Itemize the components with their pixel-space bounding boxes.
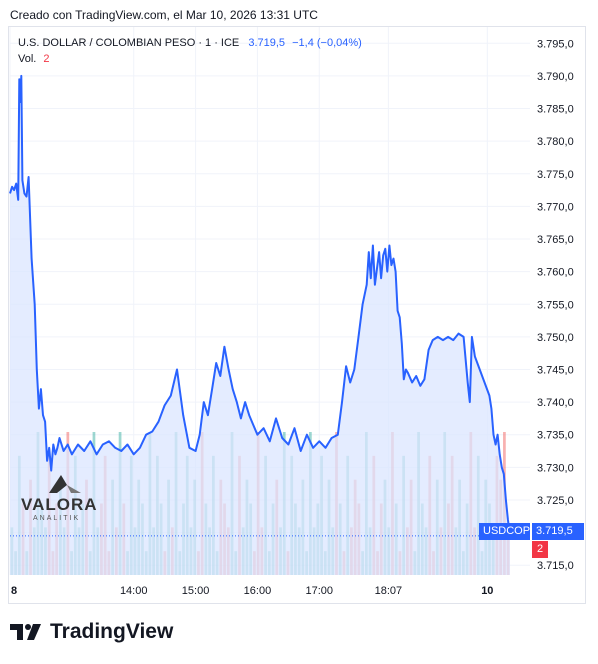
symbol-title[interactable]: U.S. DOLLAR / COLOMBIAN PESO · 1 · ICE [18, 37, 240, 49]
watermark-sub: ANALITIK [33, 515, 81, 522]
tradingview-logo-icon [10, 624, 41, 640]
price-change: −1,4 (−0,04%) [292, 37, 362, 49]
volume-label[interactable]: Vol. [18, 53, 37, 65]
x-tick-label: 10 [481, 585, 493, 597]
chart-frame [8, 26, 586, 604]
y-tick-label: 3.750,0 [537, 332, 574, 344]
y-tick-label: 3.735,0 [537, 430, 574, 442]
y-tick-label: 3.785,0 [537, 104, 574, 116]
price-area [10, 75, 510, 576]
x-tick-label: 16:00 [244, 585, 272, 597]
chart-legend: U.S. DOLLAR / COLOMBIAN PESO · 1 · ICE 3… [18, 35, 362, 67]
y-tick-label: 3.715,0 [537, 560, 574, 572]
x-tick-label: 14:00 [120, 585, 148, 597]
y-tick-label: 3.790,0 [537, 71, 574, 83]
volume-tag: 2 [532, 541, 548, 558]
x-tick-label: 15:00 [182, 585, 210, 597]
brand-name: TradingView [50, 620, 174, 643]
price-tag: 3.719,5 [532, 523, 584, 540]
watermark-name: VALORA [21, 495, 98, 514]
y-tick-label: 3.725,0 [537, 495, 574, 507]
volume-value: 2 [43, 53, 50, 65]
valora-watermark: VALORA ANALITIK [21, 475, 98, 522]
y-tick-label: 3.765,0 [537, 234, 574, 246]
valora-logo-icon [49, 475, 81, 493]
y-tick-label: 3.745,0 [537, 365, 574, 377]
price-line [9, 74, 511, 537]
y-tick-label: 3.795,0 [537, 38, 574, 50]
x-tick-label: 18:07 [375, 585, 403, 597]
y-tick-label: 3.780,0 [537, 136, 574, 148]
x-tick-label: 8 [11, 585, 17, 597]
y-tick-label: 3.730,0 [537, 462, 574, 474]
x-tick-label: 17:00 [306, 585, 334, 597]
y-tick-label: 3.760,0 [537, 267, 574, 279]
last-price: 3.719,5 [248, 37, 286, 49]
x-axis-labels: 8 14:00 15:00 16:00 17:00 18:07 10 [11, 585, 493, 597]
tradingview-brand[interactable]: TradingView [10, 620, 173, 644]
y-tick-label: 3.740,0 [537, 397, 574, 409]
symbol-tag: USDCOP [479, 523, 530, 540]
y-axis-labels: 3.795,0 3.790,0 3.785,0 3.780,0 3.775,0 3.770… [537, 38, 574, 572]
chart-caption: Creado con TradingView.com, el Mar 10, 2… [10, 8, 318, 22]
y-tick-label: 3.775,0 [537, 169, 574, 181]
y-tick-label: 3.770,0 [537, 201, 574, 213]
y-tick-label: 3.755,0 [537, 299, 574, 311]
